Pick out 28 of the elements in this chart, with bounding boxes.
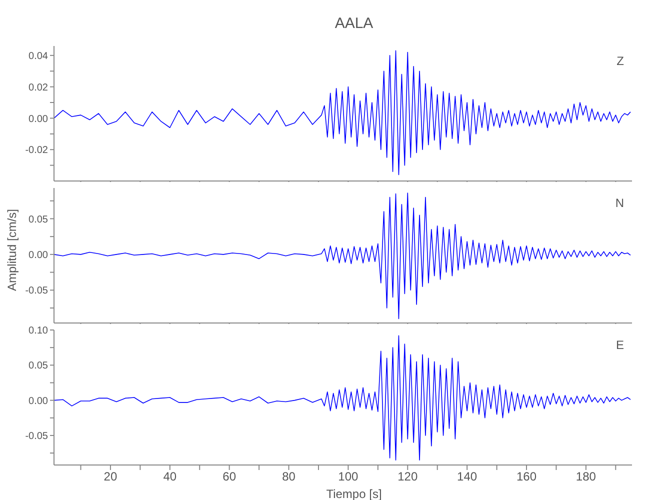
x-tick-label: 120 <box>398 470 418 484</box>
y-tick-label: 0.00 <box>28 250 48 261</box>
line-series <box>54 335 631 460</box>
annotation: E <box>616 338 624 352</box>
y-tick-label: -0.05 <box>25 286 48 297</box>
chart-title: AALA <box>334 14 374 34</box>
x-tick-label: 160 <box>516 470 537 484</box>
x-tick-label: 80 <box>282 470 296 484</box>
y-tick-label: 0.10 <box>28 326 48 337</box>
y-axis-title: Amplitud [cm/s] <box>5 207 19 293</box>
x-tick-label: 140 <box>457 470 478 484</box>
annotation: N <box>615 196 624 210</box>
y-tick-label: -0.05 <box>25 431 48 442</box>
x-tick-label: 100 <box>338 470 359 484</box>
y-tick-label: 0.04 <box>28 50 48 62</box>
x-tick-label: 60 <box>222 470 236 484</box>
x-tick-label: 20 <box>104 470 118 484</box>
y-tick-label: 0.00 <box>28 114 48 125</box>
y-tick-label: 0.00 <box>28 396 48 407</box>
line-series <box>54 192 631 320</box>
annotation: Z <box>616 54 624 68</box>
x-tick-label: 180 <box>576 470 596 484</box>
x-tick-label: 40 <box>163 470 177 484</box>
y-tick-label: 0.05 <box>28 360 48 372</box>
y-tick-label: -0.02 <box>25 145 48 156</box>
y-tick-label: 0.05 <box>28 214 48 226</box>
y-tick-label: 0.02 <box>28 82 48 94</box>
line-series <box>54 50 631 176</box>
